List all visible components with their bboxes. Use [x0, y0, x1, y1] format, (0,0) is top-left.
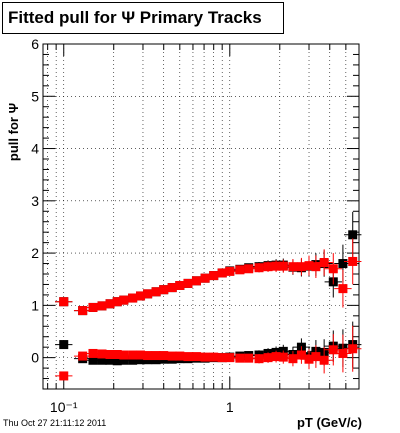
- axis-ticks: [43, 43, 360, 390]
- y-tick-label: 1: [31, 297, 39, 313]
- data-point: [328, 345, 338, 355]
- x-tick-label: 1: [226, 399, 234, 415]
- y-tick-label: 3: [31, 193, 39, 209]
- data-point: [263, 262, 273, 272]
- data-point: [244, 353, 254, 363]
- data-point: [191, 352, 201, 362]
- data-point: [254, 354, 264, 364]
- data-point: [304, 354, 314, 364]
- data-point: [136, 350, 146, 360]
- data-point: [200, 273, 210, 283]
- data-point: [119, 350, 129, 360]
- data-point: [338, 259, 348, 269]
- data-point: [59, 340, 69, 350]
- data-point: [288, 354, 298, 364]
- x-axis-title: pT (GeV/c): [297, 415, 362, 430]
- data-point: [254, 263, 264, 273]
- data-point: [59, 297, 69, 307]
- data-point: [128, 293, 138, 303]
- data-point: [119, 355, 129, 365]
- data-point: [319, 355, 329, 365]
- plot-frame: [42, 43, 360, 390]
- data-point: [304, 261, 314, 271]
- data-point: [217, 268, 227, 278]
- y-tick-label: 6: [31, 36, 39, 52]
- data-point: [338, 284, 348, 294]
- data-point: [105, 299, 115, 309]
- x-tick-label: 10⁻¹: [50, 399, 78, 415]
- data-point: [97, 349, 107, 359]
- data-point: [235, 265, 245, 275]
- data-point: [143, 289, 153, 299]
- data-point: [328, 264, 338, 274]
- data-point: [159, 285, 169, 295]
- data-point: [78, 351, 88, 361]
- timestamp: Thu Oct 27 21:11:12 2011: [3, 418, 107, 428]
- data-point: [88, 302, 98, 312]
- grid-lines: [43, 43, 360, 389]
- y-tick-label: 0: [31, 350, 39, 366]
- data-point: [175, 351, 185, 361]
- data-point: [296, 350, 306, 360]
- data-point: [97, 301, 107, 311]
- data-point: [225, 353, 235, 363]
- data-point: [136, 291, 146, 301]
- chart-title: Fitted pull for Ψ Primary Tracks: [2, 2, 284, 34]
- data-markers: [55, 211, 362, 381]
- data-point: [225, 266, 235, 276]
- data-point: [151, 287, 161, 297]
- data-point: [348, 344, 358, 354]
- data-point: [191, 276, 201, 286]
- data-point: [338, 348, 348, 358]
- data-point: [167, 283, 177, 293]
- data-point: [112, 356, 122, 366]
- data-point: [278, 261, 288, 271]
- data-point: [278, 352, 288, 362]
- data-point: [235, 353, 245, 363]
- y-tick-label: 4: [31, 141, 39, 157]
- data-point: [296, 262, 306, 272]
- data-point: [263, 353, 273, 363]
- data-point: [348, 256, 358, 266]
- data-point: [105, 355, 115, 365]
- data-point: [112, 350, 122, 359]
- data-point: [209, 352, 219, 362]
- tick-labels: 0 1 2 3 4 5 6 10⁻¹ 1: [31, 36, 234, 415]
- data-point: [59, 371, 69, 381]
- data-point: [271, 352, 281, 362]
- y-axis-title: pull for Ψ: [6, 103, 21, 161]
- data-point: [311, 352, 321, 362]
- data-point: [209, 271, 219, 281]
- data-point: [112, 297, 122, 307]
- y-tick-label: 2: [31, 245, 39, 261]
- data-point: [119, 295, 129, 305]
- data-point: [183, 278, 193, 288]
- data-point: [159, 351, 169, 361]
- data-point: [244, 264, 254, 274]
- y-tick-label: 5: [31, 88, 39, 104]
- data-point: [128, 355, 138, 365]
- data-point: [348, 230, 358, 240]
- data-point: [175, 281, 185, 290]
- data-point: [319, 258, 329, 267]
- data-point: [88, 355, 98, 365]
- data-point: [88, 348, 98, 358]
- data-point: [78, 306, 88, 316]
- data-point: [311, 262, 321, 272]
